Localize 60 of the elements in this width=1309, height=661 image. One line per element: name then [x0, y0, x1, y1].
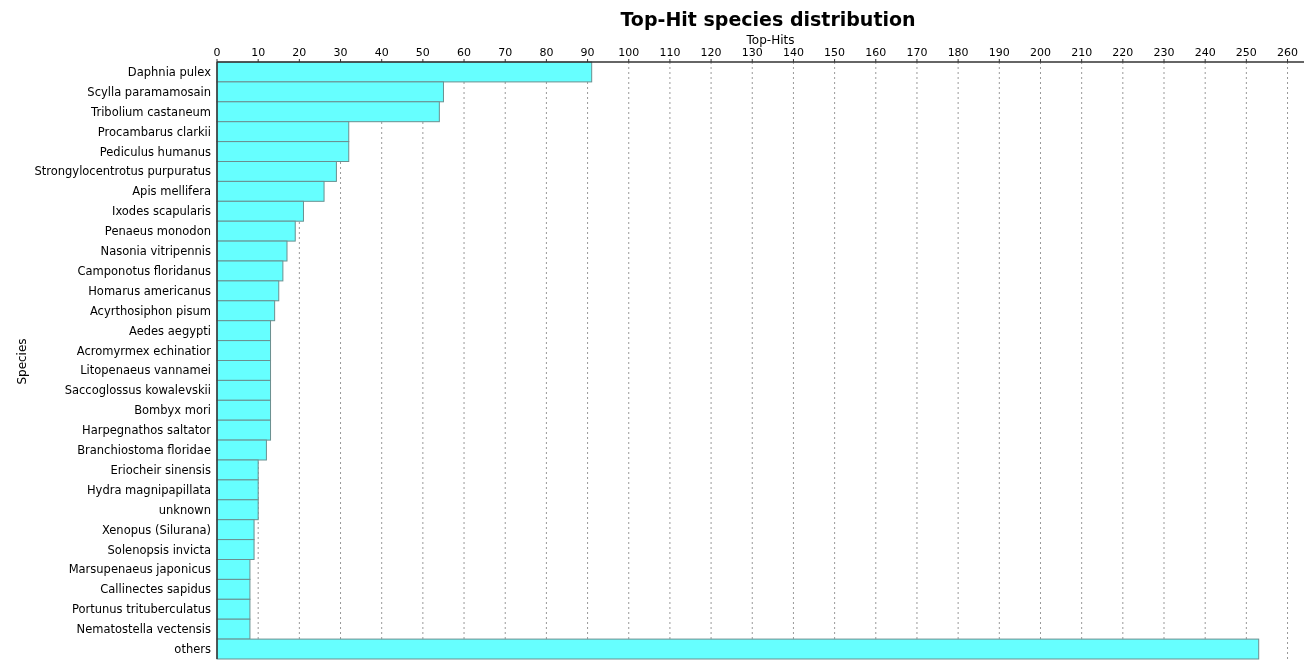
chart-title: Top-Hit species distribution — [620, 8, 916, 30]
x-tick-label: 120 — [700, 46, 722, 59]
y-tick-label: others — [174, 642, 211, 657]
y-tick-label: Aedes aegypti — [129, 323, 211, 338]
y-tick-label: Eriocheir sinensis — [110, 462, 211, 477]
x-tick-label: 80 — [539, 46, 554, 59]
y-tick-label: Marsupenaeus japonicus — [68, 562, 211, 577]
x-tick-label: 140 — [782, 46, 804, 59]
x-tick-label: 20 — [292, 46, 307, 59]
x-tick-label: 200 — [1029, 46, 1051, 59]
y-tick-label: Tribolium castaneum — [90, 104, 211, 119]
y-tick-label: Scylla paramamosain — [87, 84, 211, 99]
y-tick-label: Strongylocentrotus purpuratus — [34, 164, 211, 179]
x-axis-title: Top-Hits — [745, 33, 795, 47]
x-tick-label: 160 — [865, 46, 887, 59]
x-tick-label: 130 — [741, 46, 763, 59]
x-tick-label: 70 — [498, 46, 513, 59]
y-tick-label: Hydra magnipapillata — [86, 482, 211, 497]
y-tick-label: Callinectes sapidus — [100, 582, 211, 597]
y-tick-label: Solenopsis invicta — [107, 542, 211, 557]
y-tick-label: Harpegnathos saltator — [82, 423, 212, 438]
x-tick-label: 250 — [1235, 46, 1257, 59]
y-tick-label: Nasonia vitripennis — [100, 244, 212, 259]
x-tick-label: 60 — [457, 46, 472, 59]
x-tick-label: 150 — [824, 46, 846, 59]
y-tick-label: Camponotus floridanus — [77, 263, 211, 278]
y-tick-label: Bombyx mori — [134, 403, 211, 418]
x-tick-label: 170 — [906, 46, 928, 59]
y-tick-label: Homarus americanus — [88, 283, 211, 298]
x-tick-label: 260 — [1277, 46, 1299, 59]
y-tick-label: Litopenaeus vannamei — [80, 363, 211, 378]
y-tick-label: Portunus trituberculatus — [71, 602, 211, 617]
x-tick-label: 240 — [1194, 46, 1216, 59]
x-tick-label: 10 — [251, 46, 266, 59]
y-tick-label: Daphnia pulex — [127, 64, 212, 79]
x-tick-label: 0 — [213, 46, 221, 59]
y-tick-label: Penaeus monodon — [104, 224, 211, 239]
x-tick-label: 90 — [580, 46, 595, 59]
x-tick-label: 180 — [947, 46, 969, 59]
x-tick-label: 210 — [1071, 46, 1093, 59]
x-tick-label: 30 — [333, 46, 348, 59]
y-tick-label: Nematostella vectensis — [76, 622, 211, 637]
x-tick-label: 230 — [1153, 46, 1175, 59]
y-axis-title: Species — [15, 338, 29, 385]
y-tick-label: Acyrthosiphon pisum — [89, 303, 211, 318]
y-tick-label: Pediculus humanus — [99, 144, 212, 159]
y-tick-label: Procambarus clarkii — [97, 124, 211, 139]
x-tick-label: 40 — [374, 46, 389, 59]
x-tick-label: 190 — [988, 46, 1010, 59]
y-tick-label: unknown — [158, 502, 211, 517]
x-tick-label: 220 — [1112, 46, 1134, 59]
x-tick-label: 50 — [415, 46, 430, 59]
y-tick-label: Ixodes scapularis — [111, 204, 211, 219]
y-tick-label: Acromyrmex echinatior — [76, 343, 212, 358]
y-tick-label: Branchiostoma floridae — [77, 443, 211, 458]
x-tick-label: 100 — [618, 46, 640, 59]
y-tick-label: Xenopus (Silurana) — [101, 522, 211, 537]
x-tick-label: 110 — [659, 46, 681, 59]
y-tick-label: Apis mellifera — [132, 184, 211, 199]
y-tick-label: Saccoglossus kowalevskii — [64, 383, 211, 398]
